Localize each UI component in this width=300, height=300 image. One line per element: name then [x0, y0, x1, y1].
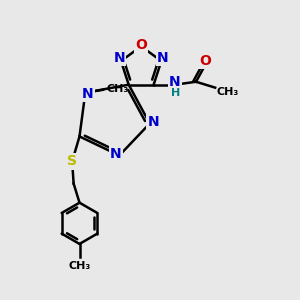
- Text: CH₃: CH₃: [217, 87, 239, 97]
- Text: N: N: [110, 147, 122, 161]
- Text: CH₃: CH₃: [68, 261, 91, 271]
- Text: O: O: [135, 38, 147, 52]
- Text: N: N: [147, 115, 159, 129]
- Text: S: S: [67, 154, 77, 169]
- Text: N: N: [157, 51, 169, 65]
- Text: H: H: [171, 88, 180, 98]
- Text: N: N: [82, 87, 94, 101]
- Text: N: N: [169, 75, 181, 89]
- Text: N: N: [114, 51, 125, 65]
- Text: CH₃: CH₃: [106, 84, 129, 94]
- Text: O: O: [200, 54, 211, 68]
